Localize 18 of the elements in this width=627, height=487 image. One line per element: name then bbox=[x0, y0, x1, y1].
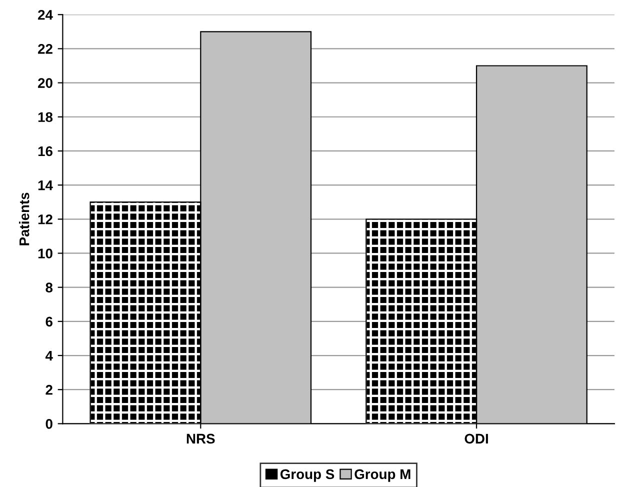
y-tick-label: 4 bbox=[45, 350, 53, 361]
y-tick-label: 16 bbox=[38, 146, 52, 156]
legend-label: Group M bbox=[354, 469, 410, 482]
y-tick-label: 20 bbox=[38, 78, 52, 88]
y-tick-label: 8 bbox=[46, 282, 53, 292]
legend-label: Group S bbox=[280, 469, 334, 482]
y-tick-label: 6 bbox=[46, 316, 52, 327]
y-tick-label: 24 bbox=[38, 10, 53, 20]
y-tick-label: 10 bbox=[38, 248, 52, 258]
y-tick-label: 0 bbox=[46, 419, 52, 429]
x-tick-label: ODI bbox=[464, 434, 488, 444]
y-tick-label: 14 bbox=[38, 180, 53, 190]
y-tick-label: 18 bbox=[38, 112, 53, 122]
x-tick-label: NRS bbox=[186, 434, 215, 444]
y-tick-label: 22 bbox=[38, 44, 52, 54]
y-tick-label: 2 bbox=[46, 384, 52, 395]
y-tick-label: 12 bbox=[38, 214, 52, 224]
y-axis-title: Patients bbox=[19, 192, 30, 246]
